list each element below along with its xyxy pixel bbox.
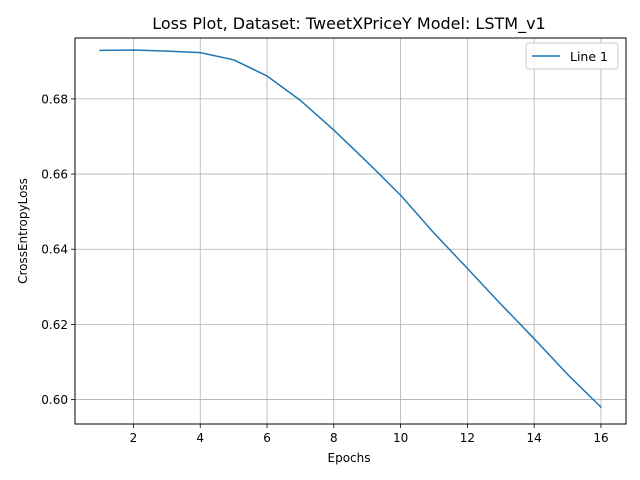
legend-label-line-1: Line 1 xyxy=(570,49,608,64)
y-tick-label: 0.60 xyxy=(41,393,68,407)
axes-frame xyxy=(74,37,627,425)
x-axis-label: Epochs xyxy=(328,451,371,465)
x-tick-label: 2 xyxy=(130,431,138,445)
legend: Line 1 xyxy=(525,42,619,70)
y-tick-label: 0.66 xyxy=(41,168,68,182)
series-line-1 xyxy=(99,49,603,409)
x-tick-label: 4 xyxy=(196,431,204,445)
legend-box xyxy=(525,42,619,70)
y-axis-label: CrossEntropyLoss xyxy=(16,178,30,284)
x-tick-label: 16 xyxy=(593,431,608,445)
chart-title: Loss Plot, Dataset: TweetXPriceY Model: … xyxy=(152,14,545,34)
y-tick-label: 0.62 xyxy=(41,318,68,332)
x-tick-label: 6 xyxy=(263,431,271,445)
grid-lines xyxy=(75,38,626,424)
x-tick-label: 14 xyxy=(527,431,542,445)
x-tick-label: 8 xyxy=(330,431,338,445)
x-tick-label: 12 xyxy=(460,431,475,445)
y-tick-label: 0.68 xyxy=(41,92,68,106)
x-tick-label: 10 xyxy=(393,431,408,445)
series-lines xyxy=(99,49,603,409)
axis-ticks: 2 4 6 8 10 12 14 16 0.60 0.62 0.64 0.66 0.68 xyxy=(41,92,608,445)
y-tick-label: 0.64 xyxy=(41,243,68,257)
